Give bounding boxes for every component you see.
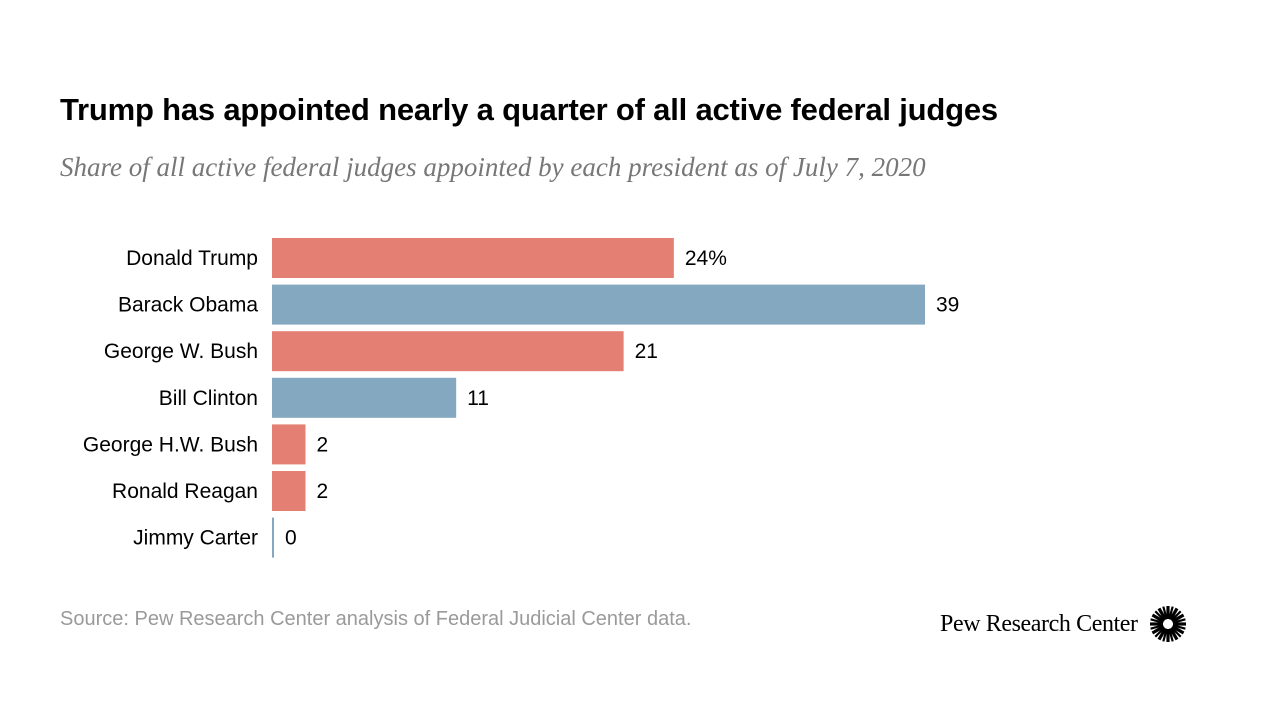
category-label: Ronald Reagan	[112, 480, 258, 503]
chart-subtitle: Share of all active federal judges appoi…	[60, 152, 926, 182]
category-label: George H.W. Bush	[83, 433, 258, 456]
sunburst-ray	[1149, 624, 1164, 630]
sunburst-ray	[1154, 610, 1165, 622]
source-note: Source: Pew Research Center analysis of …	[60, 608, 692, 630]
sunburst-icon	[1149, 606, 1186, 642]
sunburst-ray	[1170, 610, 1182, 622]
bar	[272, 424, 306, 465]
bar	[272, 238, 674, 278]
bar-chart: Donald Trump 24% Barack Obama 39 George W. B…	[83, 238, 959, 558]
data-label: 2	[316, 433, 328, 456]
bar	[272, 471, 306, 511]
sunburst-ray	[1172, 624, 1186, 630]
bar	[272, 517, 274, 558]
data-label: 2	[316, 480, 328, 503]
sunburst-ray	[1168, 627, 1179, 641]
category-label: Donald Trump	[126, 247, 258, 270]
sunburst-ray	[1170, 626, 1182, 638]
sunburst-ray	[1168, 607, 1179, 621]
category-label: Barack Obama	[118, 294, 258, 317]
bar	[272, 377, 457, 418]
sunburst-ray	[1171, 613, 1185, 623]
sunburst-ray	[1151, 625, 1165, 635]
data-label: 24%	[685, 247, 727, 270]
sunburst-ray	[1149, 618, 1164, 624]
logo-text: Pew Research Center	[940, 610, 1138, 637]
bar	[272, 284, 925, 325]
sunburst-ray	[1157, 627, 1167, 641]
sunburst-ray	[1161, 606, 1168, 620]
sunburst-ray	[1172, 618, 1186, 624]
data-label: 39	[936, 294, 959, 317]
sunburst-ray	[1167, 606, 1174, 620]
data-label: 21	[635, 340, 658, 363]
chart-title: Trump has appointed nearly a quarter of …	[60, 92, 998, 127]
category-label: Jimmy Carter	[133, 527, 258, 550]
category-label: Bill Clinton	[159, 387, 258, 410]
category-label: George W. Bush	[104, 340, 258, 363]
sunburst-ray	[1161, 628, 1168, 642]
sunburst-ray	[1157, 607, 1167, 621]
sunburst-ray	[1151, 613, 1165, 623]
sunburst-ray	[1154, 626, 1165, 638]
data-label: 11	[467, 387, 489, 410]
pew-logo: Pew Research Center	[940, 604, 1188, 644]
sunburst-ray	[1171, 625, 1185, 635]
data-label: 0	[285, 527, 297, 550]
bar	[272, 331, 624, 372]
sunburst-ray	[1167, 628, 1174, 642]
